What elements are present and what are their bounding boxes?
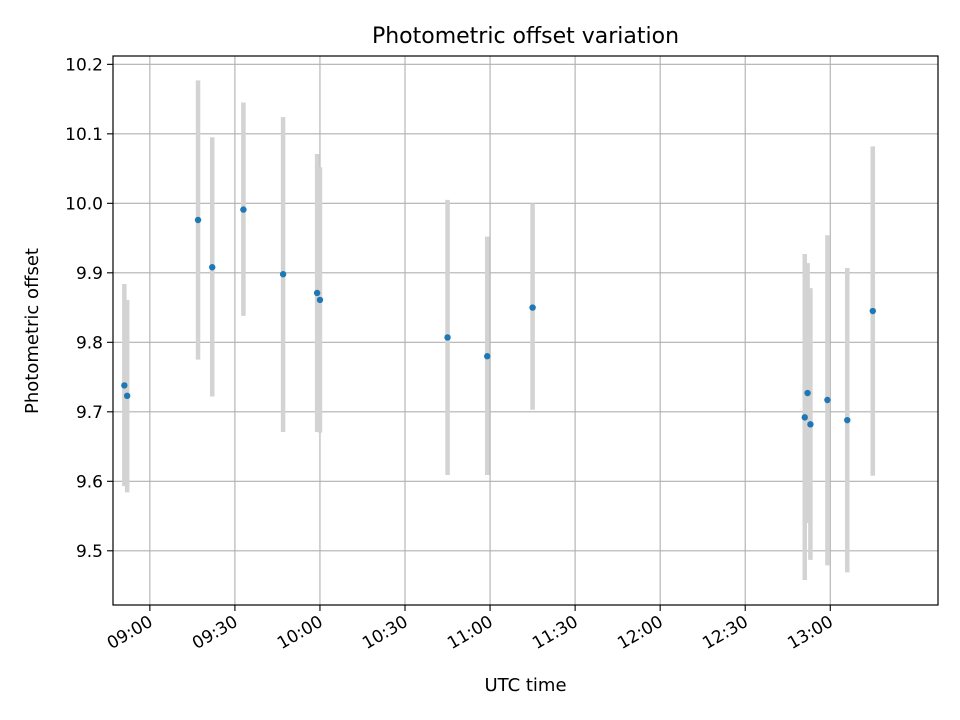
data-point (240, 206, 247, 213)
plot-frame (112, 55, 939, 606)
y-tick-label: 10.1 (65, 125, 103, 145)
data-point (801, 414, 808, 421)
data-point (824, 396, 831, 404)
data-point (484, 353, 491, 360)
data-point (209, 264, 216, 271)
y-tick-label: 9.9 (76, 264, 103, 284)
data-point (844, 416, 851, 424)
chart-title: Photometric offset variation (372, 24, 679, 49)
data-point (194, 216, 202, 224)
data-point (444, 334, 451, 341)
data-point (121, 382, 128, 389)
data-point (313, 289, 321, 297)
y-tick-label: 10.0 (65, 194, 103, 214)
y-axis-label: Photometric offset (22, 248, 43, 414)
data-point (123, 392, 131, 400)
data-point (279, 271, 287, 278)
data-point (316, 296, 324, 304)
y-tick-label: 9.8 (76, 333, 103, 353)
y-tick-label: 10.2 (65, 55, 103, 75)
data-point (807, 421, 814, 428)
data-point (869, 307, 876, 315)
y-tick-label: 9.6 (76, 472, 103, 492)
data-point (804, 389, 811, 397)
y-tick-label: 9.7 (76, 403, 103, 423)
data-points (121, 206, 876, 428)
plot-area-background (113, 56, 938, 605)
data-point (529, 304, 536, 311)
x-axis-label: UTC time (484, 675, 566, 696)
grid (113, 56, 938, 605)
y-tick-label: 9.5 (76, 542, 103, 562)
